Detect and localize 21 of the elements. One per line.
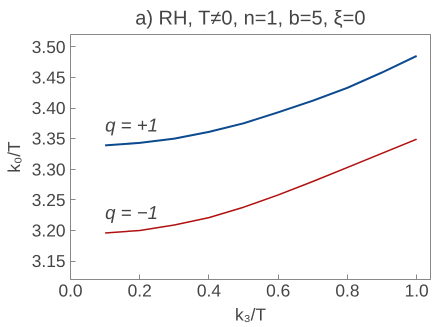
- x-tick-label: 0.2: [128, 280, 152, 300]
- series-label: q = +1: [105, 114, 158, 136]
- y-tick-label: 3.15: [32, 251, 66, 272]
- x-tick-label: 0.4: [196, 280, 222, 300]
- line-series: [104, 54, 418, 146]
- y-tick-label: 3.35: [32, 128, 66, 149]
- y-tick-label: 3.20: [32, 220, 66, 240]
- y-tick-label: 3.40: [32, 98, 66, 118]
- series-label: q = −1: [105, 202, 158, 223]
- y-tick-label: 3.30: [32, 159, 66, 180]
- y-tick-label: 3.25: [32, 190, 66, 210]
- x-tick-label: 0.6: [266, 280, 290, 300]
- x-tick-label: 0.0: [58, 280, 83, 300]
- x-tick-label: 0.8: [335, 280, 360, 300]
- y-tick-label: 3.50: [32, 36, 66, 57]
- x-tick-label: 1.0: [404, 280, 429, 300]
- y-axis-title: k₀/T: [4, 140, 24, 173]
- chart-title: a) RH, T≠0, n=1, b=5, ξ=0: [135, 8, 366, 30]
- line-series: [104, 138, 418, 234]
- y-tick-label: 3.45: [32, 67, 66, 88]
- x-axis-title: k₃/T: [234, 304, 266, 324]
